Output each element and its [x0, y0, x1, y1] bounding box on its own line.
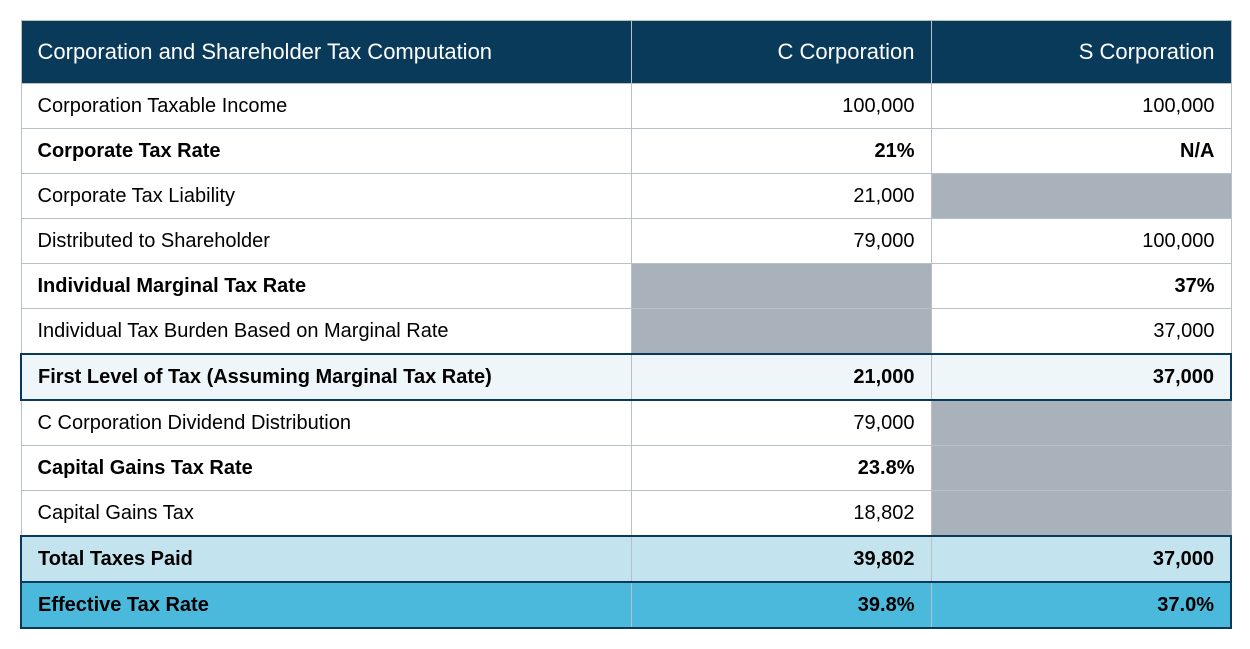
row-label: Individual Marginal Tax Rate	[21, 264, 631, 309]
s-corp-value: 37.0%	[931, 582, 1231, 628]
row-label: Capital Gains Tax	[21, 491, 631, 537]
c-corp-value	[631, 309, 931, 355]
c-corp-value: 21%	[631, 129, 931, 174]
table-row: Individual Marginal Tax Rate 37%	[21, 264, 1231, 309]
c-corp-value	[631, 264, 931, 309]
row-label: Capital Gains Tax Rate	[21, 446, 631, 491]
header-c-corp: C Corporation	[631, 21, 931, 84]
table-row: First Level of Tax (Assuming Marginal Ta…	[21, 354, 1231, 400]
c-corp-value: 18,802	[631, 491, 931, 537]
c-corp-value: 39.8%	[631, 582, 931, 628]
s-corp-value: 100,000	[931, 219, 1231, 264]
s-corp-value: N/A	[931, 129, 1231, 174]
s-corp-value: 37,000	[931, 309, 1231, 355]
s-corp-value: 37%	[931, 264, 1231, 309]
row-label: Total Taxes Paid	[21, 536, 631, 582]
header-computation: Corporation and Shareholder Tax Computat…	[21, 21, 631, 84]
s-corp-value: 100,000	[931, 84, 1231, 129]
table-body: Corporation Taxable Income100,000100,000…	[21, 84, 1231, 629]
c-corp-value: 39,802	[631, 536, 931, 582]
table-row: Corporate Tax Rate21%N/A	[21, 129, 1231, 174]
s-corp-value	[931, 491, 1231, 537]
row-label: Corporate Tax Rate	[21, 129, 631, 174]
c-corp-value: 23.8%	[631, 446, 931, 491]
table-row: C Corporation Dividend Distribution79,00…	[21, 400, 1231, 446]
header-s-corp: S Corporation	[931, 21, 1231, 84]
table-row: Capital Gains Tax18,802	[21, 491, 1231, 537]
s-corp-value	[931, 446, 1231, 491]
c-corp-value: 21,000	[631, 174, 931, 219]
s-corp-value: 37,000	[931, 354, 1231, 400]
s-corp-value	[931, 174, 1231, 219]
row-label: Distributed to Shareholder	[21, 219, 631, 264]
row-label: C Corporation Dividend Distribution	[21, 400, 631, 446]
c-corp-value: 21,000	[631, 354, 931, 400]
table-row: Individual Tax Burden Based on Marginal …	[21, 309, 1231, 355]
row-label: Individual Tax Burden Based on Marginal …	[21, 309, 631, 355]
table-row: Corporation Taxable Income100,000100,000	[21, 84, 1231, 129]
table-row: Distributed to Shareholder79,000100,000	[21, 219, 1231, 264]
table-row: Corporate Tax Liability21,000	[21, 174, 1231, 219]
table-row: Total Taxes Paid39,80237,000	[21, 536, 1231, 582]
s-corp-value	[931, 400, 1231, 446]
c-corp-value: 79,000	[631, 219, 931, 264]
row-label: Corporate Tax Liability	[21, 174, 631, 219]
table-row: Effective Tax Rate39.8%37.0%	[21, 582, 1231, 628]
tax-comparison-table: Corporation and Shareholder Tax Computat…	[20, 20, 1232, 629]
row-label: First Level of Tax (Assuming Marginal Ta…	[21, 354, 631, 400]
s-corp-value: 37,000	[931, 536, 1231, 582]
row-label: Corporation Taxable Income	[21, 84, 631, 129]
c-corp-value: 79,000	[631, 400, 931, 446]
table-row: Capital Gains Tax Rate23.8%	[21, 446, 1231, 491]
row-label: Effective Tax Rate	[21, 582, 631, 628]
table-header-row: Corporation and Shareholder Tax Computat…	[21, 21, 1231, 84]
c-corp-value: 100,000	[631, 84, 931, 129]
